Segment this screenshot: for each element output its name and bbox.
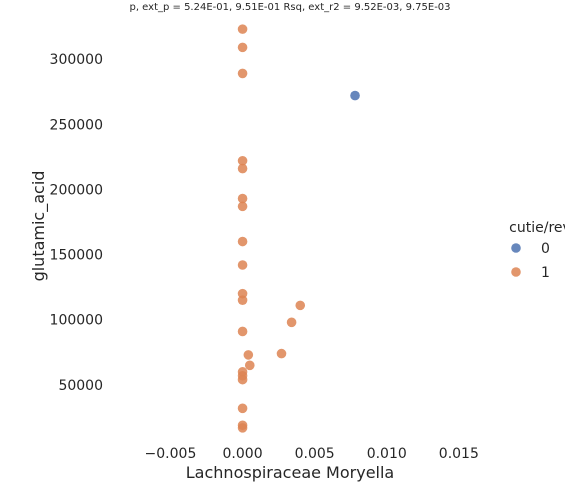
legend-marker-0 xyxy=(511,243,521,253)
data-point-series-1 xyxy=(237,24,248,34)
data-point-series-1 xyxy=(276,348,287,359)
data-point-series-1 xyxy=(237,155,248,166)
data-point-series-1 xyxy=(237,326,248,337)
plot-area: 50000 100000 150000 200000 250000 300000 −0.0… xyxy=(50,24,479,462)
data-points xyxy=(237,24,360,433)
data-point-series-1 xyxy=(243,350,254,360)
y-tick-label: 100000 xyxy=(50,313,103,329)
x-tick-label: 0.010 xyxy=(367,446,407,462)
legend-title: cutie/rev xyxy=(509,220,565,236)
data-point-series-1 xyxy=(237,374,248,385)
data-point-series-1 xyxy=(286,317,297,328)
data-point-series-1 xyxy=(237,193,248,204)
data-point-series-1 xyxy=(237,403,248,414)
y-axis-label: glutamic_acid xyxy=(29,171,49,282)
x-tick-label: −0.005 xyxy=(145,446,197,462)
x-axis-label: Lachnospiraceae Moryella xyxy=(186,463,394,482)
y-axis-ticks: 50000 100000 150000 200000 250000 300000 xyxy=(50,52,103,394)
x-axis-ticks: −0.005 0.000 0.005 0.010 0.015 xyxy=(145,446,479,462)
y-tick-label: 150000 xyxy=(50,248,103,264)
data-point-series-1 xyxy=(237,201,248,212)
y-tick-label: 250000 xyxy=(50,117,103,133)
x-tick-label: 0.015 xyxy=(439,446,479,462)
data-point-series-1 xyxy=(237,68,248,79)
data-point-series-1 xyxy=(237,423,248,433)
x-tick-label: 0.000 xyxy=(223,446,263,462)
data-point-series-1 xyxy=(244,360,255,371)
data-point-series-1 xyxy=(237,236,248,247)
legend-label-1: 1 xyxy=(541,265,550,281)
data-point-series-1 xyxy=(237,260,248,270)
data-point-series-1 xyxy=(295,300,306,311)
chart-title: p, ext_p = 5.24E-01, 9.51E-01 Rsq, ext_r… xyxy=(129,2,450,13)
data-point-series-0 xyxy=(350,90,360,101)
legend-marker-1 xyxy=(511,267,521,277)
data-point-series-1 xyxy=(237,42,248,53)
data-point-series-1 xyxy=(237,163,248,174)
legend-label-0: 0 xyxy=(541,241,550,257)
x-tick-label: 0.005 xyxy=(295,446,335,462)
legend: cutie/rev 01 xyxy=(509,220,565,281)
y-tick-label: 300000 xyxy=(50,52,103,68)
y-tick-label: 200000 xyxy=(50,182,103,198)
y-tick-label: 50000 xyxy=(58,378,103,394)
legend-entries: 01 xyxy=(511,241,550,281)
data-point-series-1 xyxy=(237,295,248,305)
